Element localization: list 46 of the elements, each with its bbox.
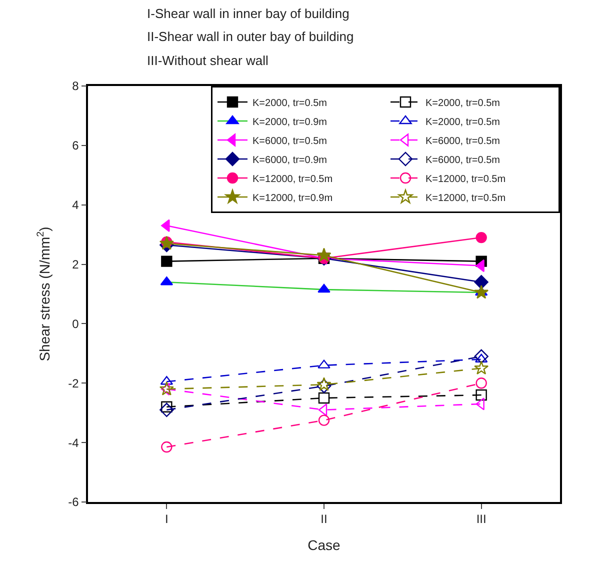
y-tick-label: 2: [72, 257, 80, 272]
point: [318, 414, 330, 426]
point: [316, 379, 332, 394]
y-tick-label: 8: [72, 79, 80, 94]
point: [316, 377, 332, 391]
point: [318, 392, 330, 404]
y-tick-label: 6: [72, 138, 80, 153]
point: [476, 232, 487, 244]
point: [161, 401, 172, 413]
x-axis-title: Case: [308, 536, 341, 553]
x-tick-label: I: [165, 512, 168, 526]
x-tick-label: II: [320, 512, 328, 526]
y-tick-label: -6: [68, 495, 80, 510]
legend-label: K=6000, tr=0.9m: [252, 154, 327, 166]
legend-label: K=6000, tr=0.5m: [252, 136, 327, 147]
point: [316, 248, 332, 262]
point: [474, 284, 489, 299]
text: II-Shear wall in outer bay of building: [147, 29, 354, 44]
y-tick-label: 4: [72, 198, 80, 212]
legend-label: K=2000, tr=0.5m: [426, 98, 500, 109]
legend-label: K=2000, tr=0.5m: [426, 116, 500, 128]
point: [474, 349, 488, 364]
point: [318, 284, 330, 293]
x-tick-label: III: [476, 512, 486, 526]
text: III-Without shear wall: [147, 53, 268, 68]
legend-label: K=2000, tr=0.9m: [252, 116, 327, 128]
y-tick-label: 0: [72, 316, 80, 331]
text: I-Shear wall in inner bay of building: [147, 6, 350, 21]
point: [474, 360, 489, 375]
legend-label: K=12000, tr=0.5m: [426, 192, 506, 204]
point: [161, 441, 172, 453]
legend-label: K=6000, tr=0.5m: [426, 154, 500, 166]
point: [476, 389, 487, 401]
legend-label: K=6000, tr=0.5m: [426, 136, 500, 147]
legend-label: K=12000, tr=0.5m: [426, 174, 506, 185]
legend-label: K=2000, tr=0.5m: [252, 98, 327, 109]
point: [476, 378, 487, 389]
point: [474, 275, 488, 290]
point: [318, 404, 328, 416]
point: [159, 381, 174, 396]
point: [161, 256, 172, 267]
y-tick-label: -4: [68, 436, 80, 450]
legend-label: K=12000, tr=0.9m: [252, 192, 333, 204]
point: [160, 402, 174, 417]
y-tick-label: -2: [68, 376, 80, 390]
legend-label: K=12000, tr=0.5m: [252, 174, 333, 185]
